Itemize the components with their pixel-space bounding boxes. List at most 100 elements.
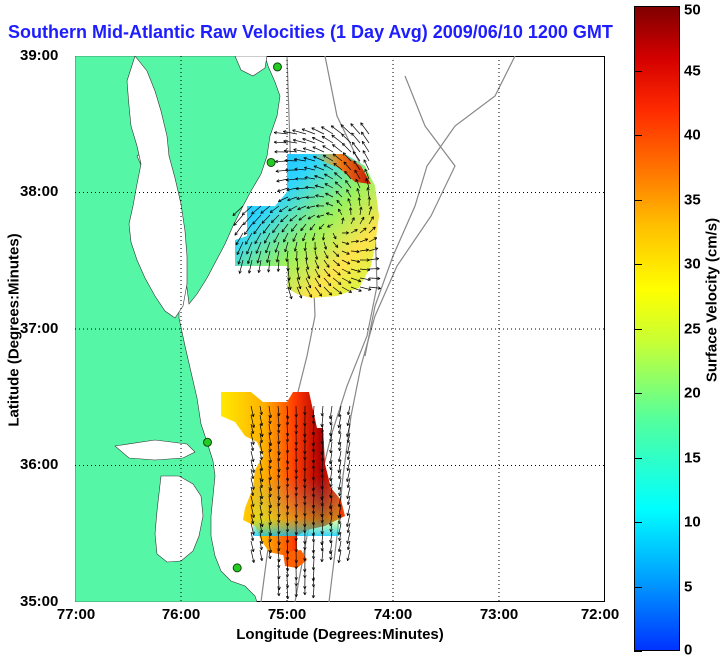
colorbar-tick-label: 50 bbox=[684, 1, 701, 19]
velocity-vector-head bbox=[238, 270, 240, 274]
velocity-vector-head bbox=[330, 422, 333, 426]
velocity-vector-head bbox=[311, 443, 314, 447]
velocity-vector-head bbox=[260, 434, 263, 437]
velocity-vector-head bbox=[329, 282, 332, 286]
velocity-vector bbox=[368, 237, 378, 243]
velocity-vector-head bbox=[287, 197, 290, 201]
velocity-vector bbox=[250, 549, 255, 563]
velocity-vector-head bbox=[252, 475, 255, 479]
velocity-vector-head bbox=[295, 566, 298, 570]
velocity-vector bbox=[250, 423, 254, 434]
velocity-vector-head bbox=[268, 466, 271, 470]
velocity-vector-head bbox=[262, 478, 264, 482]
velocity-vector-head bbox=[347, 502, 351, 506]
velocity-vector-head bbox=[300, 227, 302, 231]
velocity-vector bbox=[277, 504, 280, 517]
velocity-vector-head bbox=[346, 484, 349, 488]
velocity-vector bbox=[314, 286, 322, 297]
velocity-vector-head bbox=[251, 470, 255, 473]
velocity-vector-head bbox=[287, 461, 290, 465]
velocity-vector-head bbox=[338, 272, 341, 276]
velocity-vector-head bbox=[265, 250, 269, 254]
velocity-vector-head bbox=[253, 232, 257, 235]
velocity-vector bbox=[294, 168, 307, 171]
velocity-vector-head bbox=[315, 205, 319, 208]
velocity-vector-head bbox=[291, 295, 293, 300]
velocity-vector-head bbox=[256, 260, 258, 264]
velocity-vector bbox=[268, 441, 271, 452]
velocity-vector-head bbox=[320, 503, 323, 507]
velocity-vector bbox=[250, 405, 254, 417]
velocity-vector bbox=[259, 423, 263, 437]
velocity-vector-head bbox=[261, 411, 263, 415]
velocity-vector-head bbox=[368, 287, 372, 290]
velocity-vector bbox=[287, 196, 298, 201]
velocity-vector-head bbox=[261, 439, 264, 443]
velocity-vector-head bbox=[365, 238, 369, 242]
velocity-vector-head bbox=[352, 141, 356, 144]
velocity-vector bbox=[341, 286, 352, 293]
velocity-vector-head bbox=[293, 158, 297, 162]
velocity-vector bbox=[259, 432, 263, 443]
velocity-vector bbox=[250, 522, 255, 535]
velocity-vector bbox=[312, 567, 315, 581]
velocity-vector-head bbox=[353, 160, 357, 163]
velocity-vector-head bbox=[253, 514, 255, 518]
velocity-vector-head bbox=[270, 211, 274, 213]
velocity-vector-head bbox=[285, 439, 288, 443]
velocity-vector-head bbox=[259, 530, 263, 534]
velocity-vector-head bbox=[301, 128, 305, 132]
velocity-vector-head bbox=[280, 219, 282, 223]
velocity-vector-head bbox=[328, 460, 331, 464]
velocity-vector bbox=[347, 531, 351, 544]
velocity-vector-head bbox=[328, 550, 331, 554]
velocity-vector bbox=[367, 187, 370, 198]
velocity-vector bbox=[359, 277, 371, 281]
velocity-vector-head bbox=[344, 171, 346, 175]
velocity-vector-head bbox=[320, 430, 323, 434]
velocity-vector-head bbox=[345, 231, 349, 234]
velocity-vector-head bbox=[242, 221, 245, 225]
velocity-vector bbox=[293, 149, 307, 153]
velocity-vector-head bbox=[367, 268, 371, 271]
velocity-vector-head bbox=[311, 432, 314, 436]
velocity-vector-head bbox=[308, 285, 311, 289]
velocity-vector-head bbox=[297, 206, 300, 210]
velocity-vector bbox=[259, 414, 263, 426]
velocity-vector-head bbox=[356, 251, 360, 254]
colorbar-tick-label: 20 bbox=[684, 384, 701, 402]
velocity-vector-head bbox=[330, 495, 333, 499]
velocity-vector-head bbox=[287, 557, 290, 561]
velocity-vector bbox=[345, 180, 352, 189]
velocity-vector bbox=[338, 405, 342, 417]
velocity-vector bbox=[363, 159, 370, 171]
velocity-vector-head bbox=[292, 239, 296, 242]
velocity-vector-head bbox=[369, 206, 372, 209]
velocity-vector bbox=[278, 196, 289, 202]
velocity-vector-head bbox=[337, 413, 340, 417]
velocity-vector-head bbox=[297, 277, 300, 280]
velocity-vector bbox=[277, 450, 280, 461]
velocity-vector bbox=[313, 513, 315, 526]
velocity-vector bbox=[332, 241, 339, 248]
velocity-vector-head bbox=[338, 487, 341, 491]
velocity-vector-head bbox=[269, 510, 272, 515]
velocity-vector-head bbox=[322, 145, 325, 149]
velocity-vector-head bbox=[346, 241, 350, 245]
velocity-vector bbox=[286, 405, 289, 419]
velocity-vector-head bbox=[350, 207, 353, 211]
velocity-vector-head bbox=[329, 511, 331, 516]
velocity-vector-head bbox=[285, 529, 288, 533]
velocity-vector bbox=[251, 205, 262, 215]
velocity-vector-head bbox=[347, 541, 350, 544]
velocity-vector bbox=[321, 513, 324, 523]
velocity-vector-head bbox=[285, 258, 287, 262]
velocity-vector bbox=[321, 504, 324, 517]
velocity-vector-head bbox=[247, 261, 251, 264]
velocity-vector-head bbox=[270, 431, 272, 435]
velocity-vector-head bbox=[360, 122, 364, 125]
velocity-vector-head bbox=[356, 249, 360, 253]
velocity-vector-head bbox=[325, 193, 328, 196]
velocity-vector bbox=[336, 199, 343, 207]
velocity-vector-head bbox=[295, 448, 298, 452]
